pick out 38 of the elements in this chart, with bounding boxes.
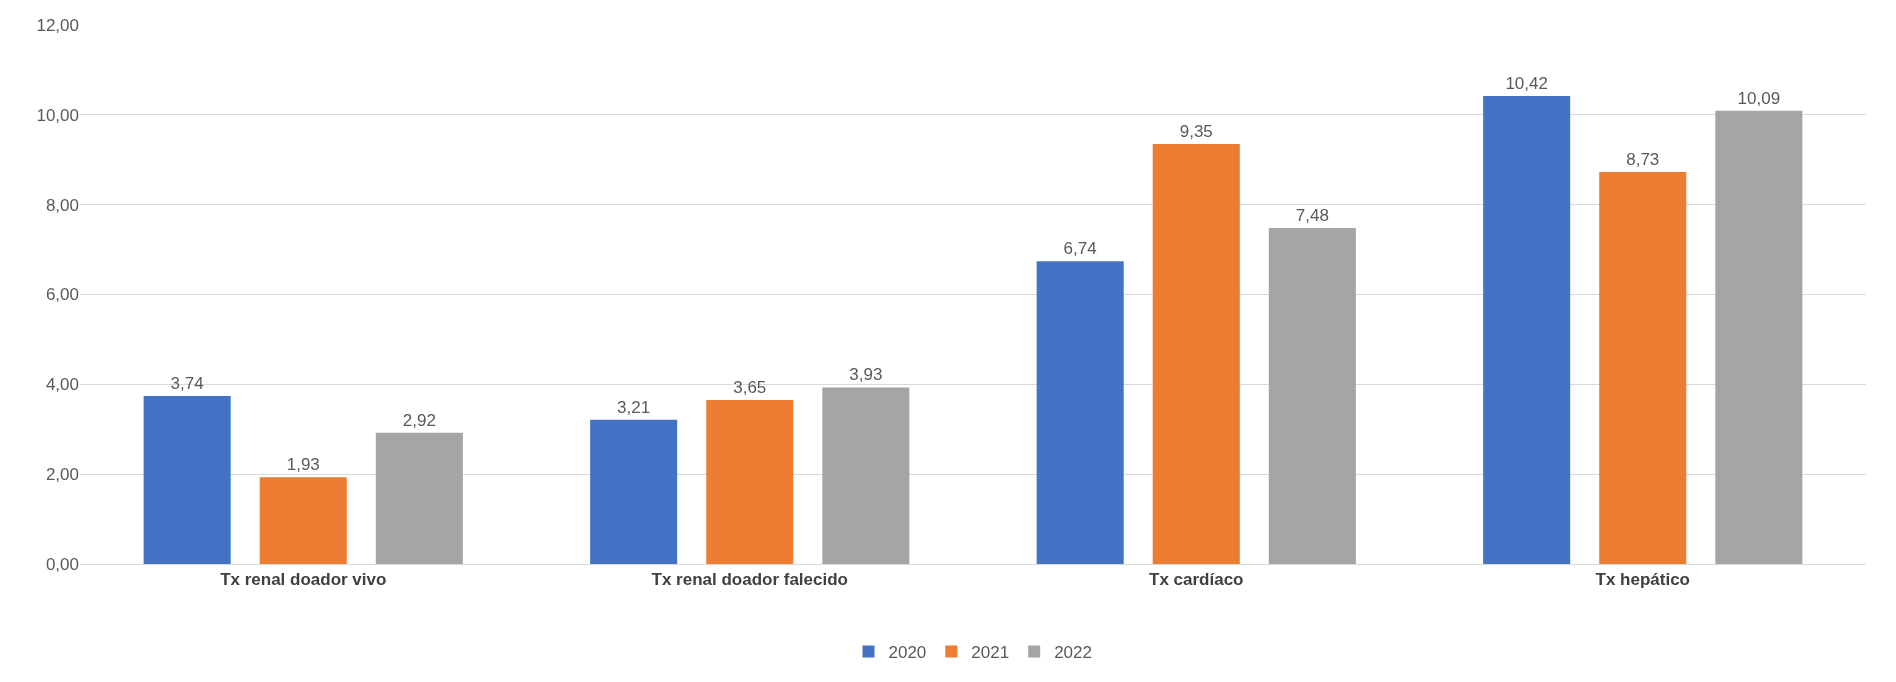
bar [1599,171,1687,564]
bar [1268,228,1356,564]
bar [590,419,678,564]
y-tick-label: 6,00 [45,285,79,305]
data-label: 3,65 [733,378,767,398]
data-label: 3,74 [170,374,204,394]
y-tick-label: 2,00 [45,465,79,485]
bar [706,400,794,564]
bar [1715,110,1803,564]
x-tick-label: Tx renal doador falecido [651,570,848,590]
y-tick-label: 0,00 [45,554,79,574]
x-tick-label: Tx renal doador vivo [220,570,387,590]
data-label: 1,93 [286,455,320,475]
y-tick-label: 12,00 [36,15,79,35]
bar [259,477,347,564]
data-label: 2,92 [402,410,436,430]
data-label: 3,93 [849,365,883,385]
bar [1036,261,1124,564]
bar [375,432,463,564]
legend-label: 2022 [1054,643,1092,663]
data-label: 10,09 [1737,88,1781,108]
data-label: 7,48 [1295,206,1329,226]
bar [1483,95,1571,564]
data-label: 10,42 [1505,73,1548,93]
data-label: 8,73 [1626,149,1660,169]
bar [143,396,231,564]
y-tick-label: 8,00 [45,195,79,215]
data-label: 6,74 [1063,239,1097,259]
data-label: 9,35 [1179,122,1213,142]
legend-label: 2021 [971,643,1010,663]
y-tick-label: 4,00 [45,375,79,395]
legend-label: 2020 [888,643,927,663]
y-tick-label: 10,00 [36,105,79,125]
data-label: 3,21 [617,397,651,417]
bar [822,387,910,564]
x-tick-label: Tx cardíaco [1149,570,1244,590]
x-tick-label: Tx hepático [1595,570,1690,590]
bar [1152,144,1240,564]
